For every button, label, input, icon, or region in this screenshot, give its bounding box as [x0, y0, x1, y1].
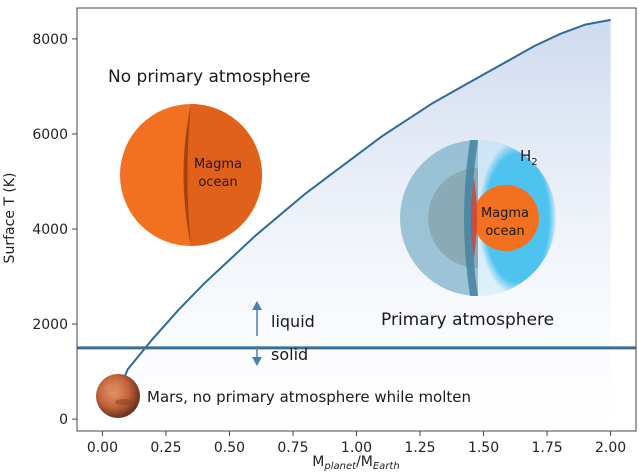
x-tick-label: 2.00: [595, 440, 626, 456]
x-tick-label: 0.75: [277, 440, 308, 456]
liquid-label: liquid: [271, 312, 315, 331]
bare-magma-planet-illustration: Magma ocean: [120, 104, 262, 246]
y-axis-label: Surface T (K): [2, 173, 18, 264]
x-tick-label: 0.50: [214, 440, 245, 456]
mars-label: Mars, no primary atmosphere while molten: [147, 388, 471, 406]
x-axis-ticks: 0.00 0.25 0.50 0.75 1.00 1.25 1.50 1.75 2.00: [87, 431, 626, 456]
x-tick-label: 1.00: [341, 440, 372, 456]
x-tick-label: 0.00: [87, 440, 118, 456]
ocean-label-2: ocean: [485, 224, 524, 239]
no-primary-atmosphere-label: No primary atmosphere: [108, 67, 310, 87]
primary-atmosphere-region: [122, 19, 611, 431]
x-tick-label: 1.75: [531, 440, 562, 456]
mass-temperature-curve: [121, 18, 611, 382]
x-tick-label: 0.25: [150, 440, 181, 456]
x-tick-label: 1.25: [404, 440, 435, 456]
y-tick-label: 8000: [32, 32, 68, 48]
ocean-label-1: ocean: [198, 175, 237, 190]
primary-atmosphere-planet-illustration: H2 Magma ocean: [400, 140, 556, 296]
primary-atmosphere-label: Primary atmosphere: [381, 310, 554, 330]
magma-label-1: Magma: [194, 157, 242, 172]
phase-arrow: [252, 301, 262, 366]
x-axis-label: Mplanet/MEarth: [312, 454, 399, 472]
mars-icon: [96, 374, 140, 418]
y-tick-label: 4000: [32, 222, 68, 238]
h2-label: H2: [520, 147, 538, 168]
y-axis-ticks: 0 2000 4000 6000 8000: [32, 32, 77, 428]
x-tick-label: 1.50: [468, 440, 499, 456]
solid-label: solid: [271, 345, 308, 364]
y-tick-label: 2000: [32, 317, 68, 333]
magma-label-2: Magma: [481, 206, 529, 221]
y-tick-label: 6000: [32, 127, 68, 143]
y-tick-label: 0: [59, 412, 68, 428]
